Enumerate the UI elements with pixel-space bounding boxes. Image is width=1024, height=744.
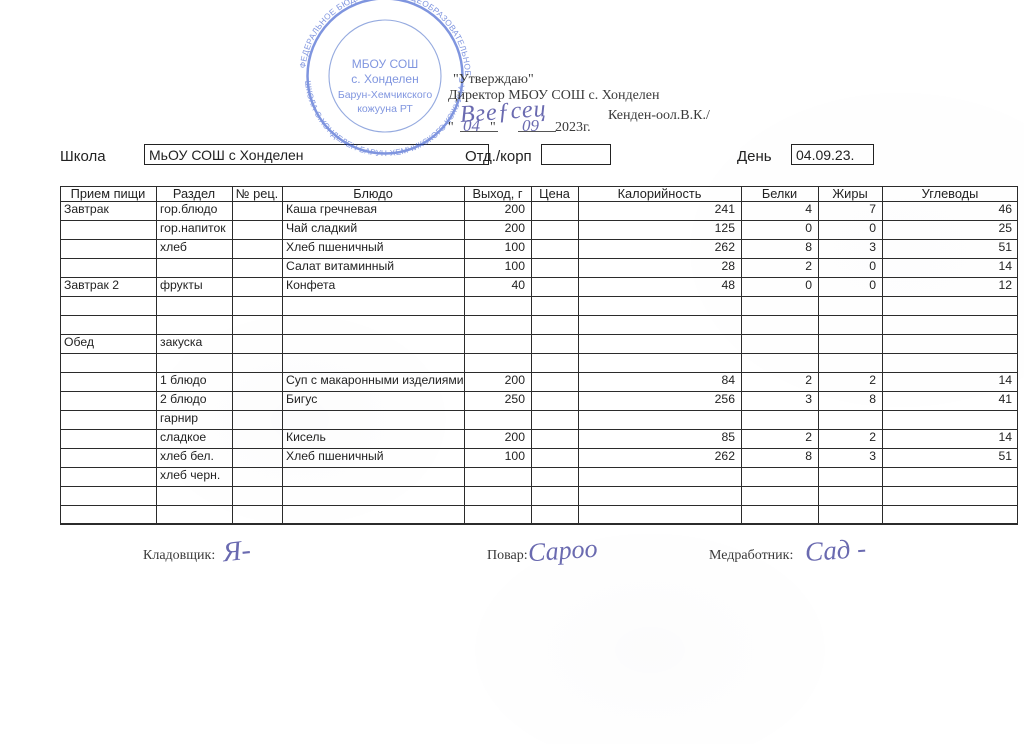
- svg-text:кожууна РТ: кожууна РТ: [357, 103, 413, 115]
- svg-text:с. Хонделен: с. Хонделен: [351, 72, 418, 86]
- svg-text:Барун-Хемчикского: Барун-Хемчикского: [338, 89, 433, 101]
- svg-text:МБОУ СОШ: МБОУ СОШ: [352, 57, 419, 71]
